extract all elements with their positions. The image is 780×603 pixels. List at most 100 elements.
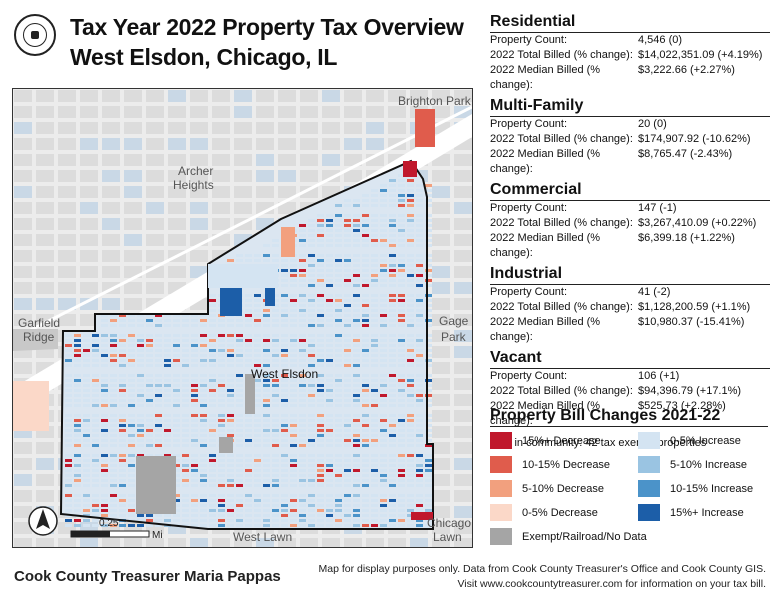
stat-row: 2022 Median Billed (% change): $6,399.18 … — [490, 231, 770, 261]
legend-swatch — [638, 480, 660, 497]
legend-label: 10-15% Decrease — [522, 458, 611, 471]
stat-label: 2022 Median Billed (% change): — [490, 232, 601, 259]
stats-section: Residential Property Count: 4,546 (0) 2022 … — [490, 12, 770, 93]
section-title: Multi-Family — [490, 96, 770, 117]
legend-swatch — [638, 456, 660, 473]
garfield-ridge-label-1: Garfield — [18, 316, 60, 330]
stat-value: 147 (-1) — [638, 202, 677, 214]
title-line-1: Tax Year 2022 Property Tax Overview — [70, 14, 464, 40]
legend-item: 10-15% Increase — [638, 480, 753, 497]
stat-value: 106 (+1) — [638, 370, 680, 382]
stats-section: Multi-Family Property Count: 20 (0) 2022 To… — [490, 96, 770, 177]
stat-value: $10,980.37 (-15.41%) — [638, 316, 745, 328]
map-panel[interactable]: Brighton Park Archer Heights Garfield Ri… — [12, 88, 473, 548]
stat-row: Property Count: 106 (+1) — [490, 369, 770, 384]
stat-label: Property Count: — [490, 34, 568, 46]
stats-section: Vacant Property Count: 106 (+1) 2022 Total … — [490, 348, 770, 429]
stat-value: $8,765.47 (-2.43%) — [638, 148, 733, 160]
stat-row: Property Count: 20 (0) — [490, 117, 770, 132]
legend-item: 5-10% Increase — [638, 456, 747, 473]
archer-heights-label-1: Archer — [178, 164, 213, 178]
section-title: Commercial — [490, 180, 770, 201]
stat-value: $3,222.66 (+2.27%) — [638, 64, 735, 76]
stat-label: 2022 Total Billed (% change): — [490, 133, 633, 145]
scale-tick-label: 0.25 — [99, 518, 119, 529]
stats-panel: Residential Property Count: 4,546 (0) 2022 … — [490, 12, 770, 449]
legend-swatch — [490, 504, 512, 521]
brighton-park-label: Brighton Park — [398, 94, 472, 108]
legend-label: 10-15% Increase — [670, 482, 754, 495]
legend-swatch — [490, 528, 512, 545]
stat-row: 2022 Total Billed (% change): $94,396.79 … — [490, 384, 770, 399]
scale-bar: 0.25 Mi — [70, 518, 163, 541]
stat-label: 2022 Total Billed (% change): — [490, 49, 633, 61]
disclaimer: Map for display purposes only. Data from… — [319, 562, 767, 592]
disclaimer-line-1: Map for display purposes only. Data from… — [318, 563, 767, 575]
title-line-2: West Elsdon, Chicago, IL — [70, 44, 338, 70]
stat-row: 2022 Total Billed (% change): $1,128,200.… — [490, 300, 770, 315]
stat-row: 2022 Total Billed (% change): $14,022,351… — [490, 48, 770, 63]
stat-label: 2022 Median Billed (% change): — [490, 64, 601, 91]
legend-item: 0-5% Increase — [638, 432, 741, 449]
stat-row: 2022 Median Billed (% change): $8,765.47 … — [490, 147, 770, 177]
stat-value: $1,128,200.59 (+1.1%) — [638, 301, 751, 313]
stat-label: Property Count: — [490, 286, 568, 298]
garfield-ridge-label-2: Ridge — [23, 330, 55, 344]
stat-value: 20 (0) — [638, 118, 667, 130]
stat-label: Property Count: — [490, 370, 568, 382]
legend-swatch — [638, 504, 660, 521]
legend-swatch — [490, 432, 512, 449]
stat-label: 2022 Total Billed (% change): — [490, 301, 633, 313]
legend-item: 15%+ Decrease — [490, 432, 601, 449]
legend-label: 0-5% Decrease — [522, 506, 598, 519]
legend-label: 5-10% Increase — [670, 458, 748, 471]
stat-row: 2022 Total Billed (% change): $3,267,410.… — [490, 216, 770, 231]
legend-label: 0-5% Increase — [670, 434, 741, 447]
legend-swatch — [490, 456, 512, 473]
disclaimer-line-2: Visit www.cookcountytreasurer.com for in… — [457, 578, 766, 590]
stat-value: $525.73 (+2.28%) — [638, 400, 726, 412]
section-title: Residential — [490, 12, 770, 33]
legend-title: Property Bill Changes 2021-22 — [490, 406, 768, 427]
stat-row: Property Count: 4,546 (0) — [490, 33, 770, 48]
stat-label: 2022 Median Billed (% change): — [490, 400, 601, 427]
stat-label: 2022 Median Billed (% change): — [490, 148, 601, 175]
gage-park-label-2: Park — [441, 330, 467, 344]
stat-value: $94,396.79 (+17.1%) — [638, 385, 742, 397]
legend-item: Exempt/Railroad/No Data — [490, 528, 647, 545]
cook-county-seal-icon — [14, 14, 56, 56]
chicago-lawn-label-1: Chicago — [427, 516, 471, 530]
stat-value: $6,399.18 (+1.22%) — [638, 232, 735, 244]
west-lawn-label: West Lawn — [233, 530, 292, 544]
stat-label: Property Count: — [490, 202, 568, 214]
map-canvas[interactable]: Brighton Park Archer Heights Garfield Ri… — [13, 89, 472, 547]
stat-value: $174,907.92 (-10.62%) — [638, 133, 751, 145]
stat-label: 2022 Median Billed (% change): — [490, 316, 601, 343]
legend-item: 15%+ Increase — [638, 504, 744, 521]
stat-row: Property Count: 41 (-2) — [490, 285, 770, 300]
legend-label: 5-10% Decrease — [522, 482, 604, 495]
legend-label: 15%+ Decrease — [522, 434, 601, 447]
stat-label: 2022 Total Billed (% change): — [490, 217, 633, 229]
stat-value: $3,267,410.09 (+0.22%) — [638, 217, 757, 229]
stat-row: Property Count: 147 (-1) — [490, 201, 770, 216]
stats-section: Commercial Property Count: 147 (-1) 2022 To… — [490, 180, 770, 261]
stat-value: 41 (-2) — [638, 286, 671, 298]
legend-label: 15%+ Increase — [670, 506, 744, 519]
section-title: Industrial — [490, 264, 770, 285]
page-title: Tax Year 2022 Property Tax Overview West… — [70, 12, 464, 72]
section-title: Vacant — [490, 348, 770, 369]
legend-item: 10-15% Decrease — [490, 456, 610, 473]
community-label: West Elsdon — [251, 367, 318, 381]
stats-section: Industrial Property Count: 41 (-2) 2022 Tot… — [490, 264, 770, 345]
chicago-lawn-label-2: Lawn — [433, 530, 462, 544]
treasurer-name: Cook County Treasurer Maria Pappas — [14, 568, 281, 585]
stat-label: 2022 Total Billed (% change): — [490, 385, 633, 397]
gage-park-label-1: Gage — [439, 314, 469, 328]
stat-row: 2022 Median Billed (% change): $525.73 (+… — [490, 399, 770, 429]
stat-value: 4,546 (0) — [638, 34, 683, 46]
stat-value: $14,022,351.09 (+4.19%) — [638, 49, 763, 61]
legend-item: 0-5% Decrease — [490, 504, 598, 521]
stat-row: 2022 Median Billed (% change): $3,222.66 … — [490, 63, 770, 93]
legend-label: Exempt/Railroad/No Data — [522, 530, 647, 543]
